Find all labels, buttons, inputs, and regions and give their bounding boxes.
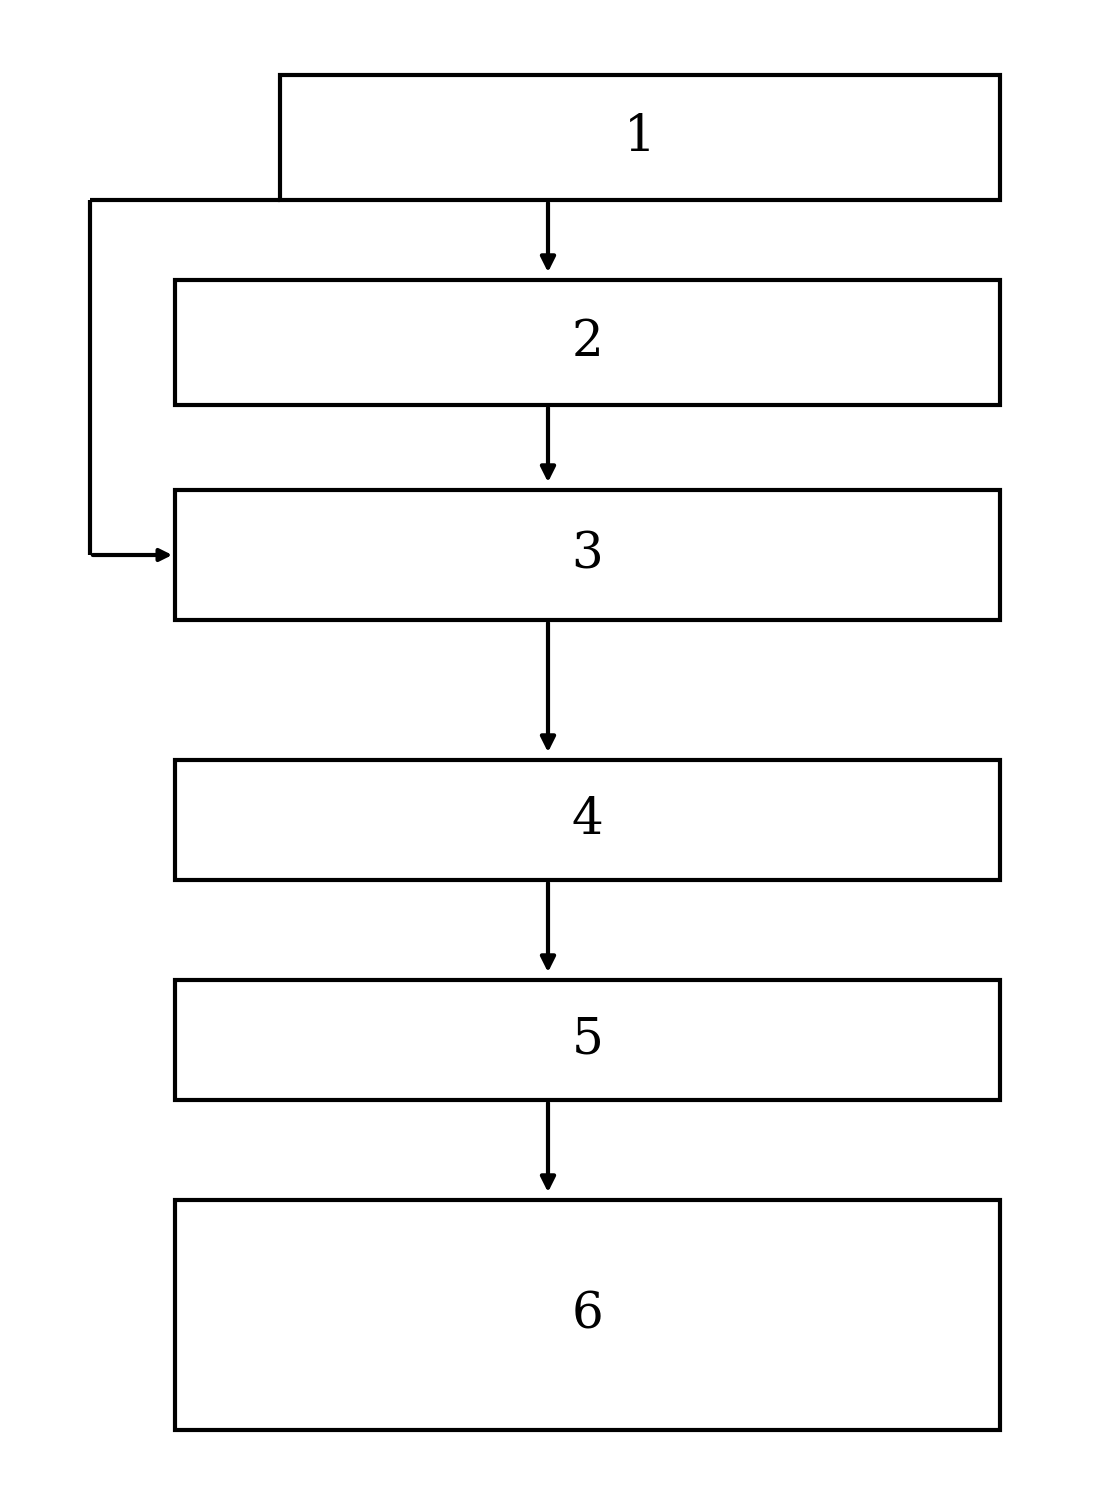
Bar (176, 1199, 1000, 1430)
Text: 1: 1 (624, 113, 656, 162)
Text: 4: 4 (572, 796, 603, 845)
Bar (176, 489, 1000, 620)
Bar (176, 281, 1000, 405)
Text: 2: 2 (572, 318, 603, 368)
Text: 6: 6 (572, 1291, 603, 1340)
Bar (176, 760, 1000, 880)
Text: 5: 5 (572, 1015, 603, 1064)
Text: 3: 3 (572, 530, 603, 579)
Bar (176, 980, 1000, 1100)
Bar (280, 75, 1000, 200)
